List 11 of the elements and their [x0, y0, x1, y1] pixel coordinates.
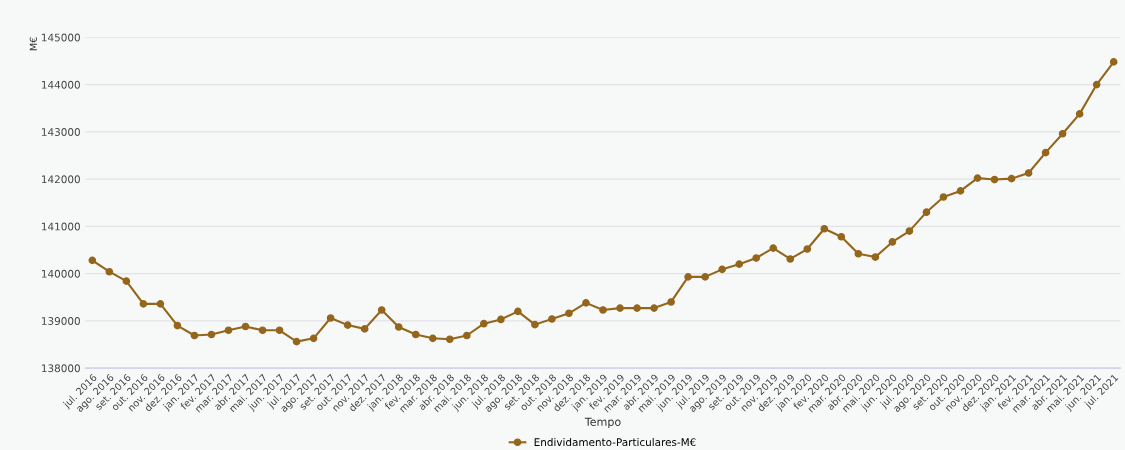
y-tick-label: 138000 — [42, 364, 80, 373]
y-tick-label: 140000 — [42, 269, 80, 278]
y-tick-label: 145000 — [42, 33, 80, 42]
legend-label: Endividamento-Particulares-M€ — [534, 438, 696, 447]
y-tick-label: 143000 — [42, 128, 80, 136]
y-tick-label: 142000 — [42, 175, 80, 184]
y-tick-label: 139000 — [42, 317, 80, 325]
x-axis-title: Tempo — [584, 417, 621, 429]
y-tick-label: 141000 — [42, 222, 80, 231]
y-tick-label: 144000 — [42, 80, 80, 89]
y-axis-title: M€ — [29, 37, 38, 51]
